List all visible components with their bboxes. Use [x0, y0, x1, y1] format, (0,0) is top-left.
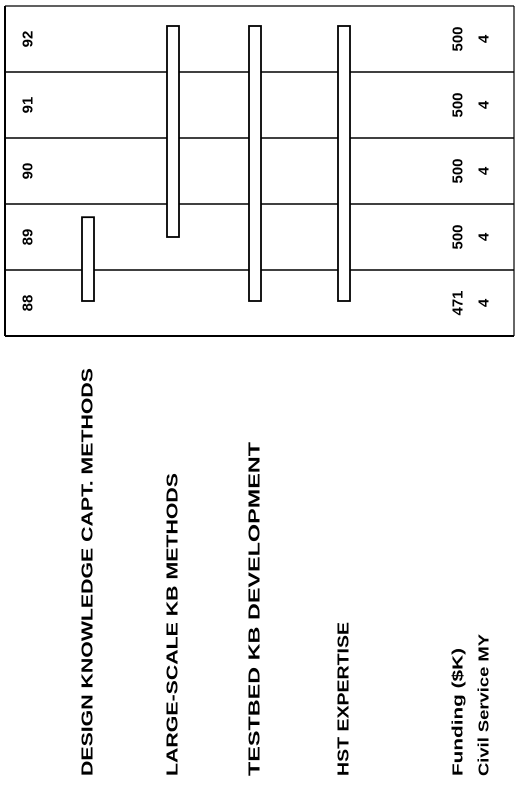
task-label-2: LARGE-SCALE KB METHODS: [165, 473, 182, 776]
year-label-90: 90: [20, 163, 37, 180]
year-labels: 88 89 90 91 92: [20, 31, 37, 312]
row-2-value-88: 4: [476, 298, 493, 307]
row-1-value-91: 500: [450, 92, 467, 117]
year-label-89: 89: [20, 229, 37, 246]
task-label-3: TESTBED KB DEVELOPMENT: [247, 442, 264, 776]
row-2-value-90: 4: [476, 166, 493, 175]
task-bar-1: [81, 216, 95, 302]
year-label-92: 92: [20, 31, 37, 48]
resource-row-labels: Funding ($K) Civil Service MY: [450, 634, 493, 776]
row-2-value-92: 4: [476, 34, 493, 43]
resource-values: 471 500 500 500 500 4 4 4 4 4: [450, 26, 493, 315]
task-bar-4: [337, 25, 351, 302]
task-label-1: DESIGN KNOWLEDGE CAPT. METHODS: [80, 368, 97, 776]
task-bar-3: [248, 25, 262, 302]
year-label-88: 88: [20, 295, 37, 312]
row-1-value-90: 500: [450, 158, 467, 183]
row-1-value-92: 500: [450, 26, 467, 51]
task-bars: [81, 25, 351, 302]
year-label-91: 91: [20, 97, 37, 114]
row-2-value-91: 4: [476, 100, 493, 109]
row-1-value-89: 500: [450, 224, 467, 249]
task-bar-2: [166, 25, 180, 238]
row-label-2: Civil Service MY: [476, 634, 493, 776]
task-labels: DESIGN KNOWLEDGE CAPT. METHODS LARGE-SCAL…: [80, 368, 353, 776]
task-label-4: HST EXPERTISE: [336, 622, 353, 776]
row-label-1: Funding ($K): [450, 648, 467, 776]
row-2-value-89: 4: [476, 232, 493, 241]
row-1-value-88: 471: [450, 290, 467, 315]
chart-frame: [4, 5, 515, 337]
